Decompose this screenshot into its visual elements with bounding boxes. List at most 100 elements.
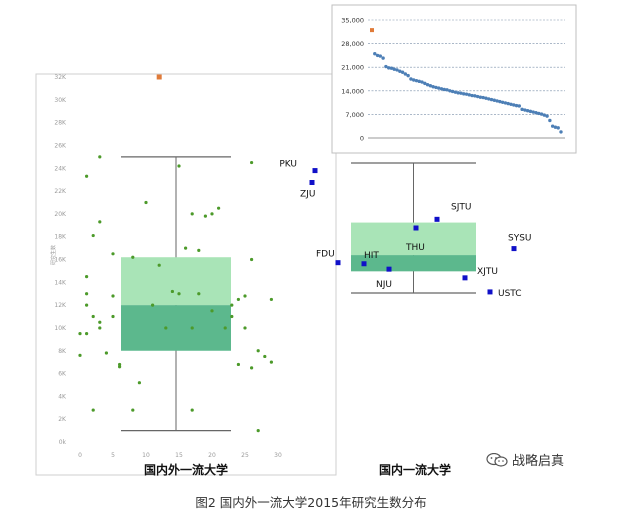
data-point [85, 332, 89, 336]
data-point [523, 108, 527, 112]
data-point [556, 126, 560, 130]
data-point [437, 86, 441, 90]
data-point [450, 89, 455, 94]
university-point [312, 168, 318, 174]
data-point [236, 297, 240, 302]
data-point [506, 101, 510, 106]
data-point [475, 94, 480, 99]
data-point [470, 93, 474, 98]
data-point [230, 314, 234, 319]
data-point [406, 73, 410, 78]
data-point [384, 64, 388, 69]
data-point [137, 381, 141, 385]
data-point [428, 84, 433, 88]
data-point [373, 52, 377, 56]
data-point [190, 212, 194, 216]
university-label: HIT [364, 251, 379, 261]
y-tick-label: 0k [59, 439, 67, 446]
data-point [456, 91, 460, 95]
data-point [263, 354, 267, 359]
data-point [425, 83, 430, 87]
university-point [386, 266, 392, 272]
x-tick-label: 20 [208, 452, 216, 459]
data-point [392, 67, 396, 71]
data-point [398, 69, 402, 73]
x-tick-label: 10 [142, 452, 150, 459]
university-point [511, 246, 517, 252]
data-point [98, 326, 102, 330]
y-tick-label: 28,000 [341, 40, 364, 48]
data-point [256, 428, 260, 433]
brand-name: 战略启真 [512, 454, 565, 469]
data-point [448, 89, 452, 93]
y-tick-label: 12K [54, 302, 67, 309]
university-point [361, 261, 367, 267]
data-point [197, 292, 201, 296]
data-point [243, 326, 247, 330]
data-point [164, 326, 168, 330]
data-point [190, 326, 194, 330]
y-tick-label: 16K [54, 257, 67, 264]
data-point [78, 332, 82, 336]
y-tick-label: 26K [54, 142, 67, 149]
y-tick-label: 24K [54, 165, 67, 172]
inset-chart-frame [331, 4, 577, 154]
figure-caption: 图2 国内外一流大学2015年研究生数分布 [195, 495, 427, 510]
left-x-axis-label: 国内外一流大学 [144, 462, 228, 477]
university-label: XJTU [477, 267, 498, 277]
data-point [190, 408, 194, 412]
data-point [520, 107, 524, 112]
data-point [453, 90, 458, 94]
data-point [381, 56, 385, 60]
data-point [517, 104, 522, 108]
y-tick-label: 7,000 [345, 111, 364, 119]
data-point [403, 72, 408, 76]
x-tick-label: 15 [175, 452, 183, 459]
university-label: FDU [316, 250, 335, 260]
data-point [414, 78, 419, 83]
data-point [256, 349, 260, 353]
data-point [495, 99, 499, 103]
data-point [478, 95, 483, 99]
y-tick-label: 0 [360, 135, 364, 143]
university-point [487, 289, 493, 295]
data-point [118, 365, 122, 369]
data-point [481, 95, 485, 100]
inset-sorted-chart: 0 7,000 14,000 21,000 28,000 35,000 [341, 17, 565, 143]
data-point [559, 130, 563, 134]
wechat-icon [486, 452, 508, 467]
university-point [309, 180, 315, 185]
data-point [111, 314, 115, 319]
data-point [539, 112, 544, 116]
data-point [250, 366, 254, 370]
university-label: ZJU [300, 190, 315, 200]
data-point [409, 77, 413, 81]
data-point [157, 263, 161, 267]
data-point [85, 292, 89, 296]
box-lower-half [121, 305, 231, 351]
y-tick-label: 14,000 [341, 87, 364, 95]
data-point [118, 362, 122, 367]
data-point [78, 353, 82, 357]
data-point [439, 87, 444, 91]
university-point [462, 275, 468, 281]
data-point [420, 80, 424, 84]
outlier-point [156, 74, 162, 80]
data-point [423, 81, 427, 86]
data-point [217, 206, 221, 210]
x-tick-label: 0 [78, 452, 82, 459]
data-point [553, 125, 558, 129]
data-point [177, 292, 181, 296]
data-point [85, 303, 89, 307]
data-point [269, 360, 273, 364]
data-point [144, 200, 148, 205]
data-point [131, 408, 135, 412]
y-tick-label: 6K [58, 371, 67, 378]
data-point [386, 66, 391, 70]
data-point [375, 53, 380, 58]
university-label: PKU [279, 160, 297, 170]
y-tick-label: 20K [54, 211, 67, 218]
data-point [417, 79, 421, 84]
y-tick-label: 22K [54, 188, 67, 195]
